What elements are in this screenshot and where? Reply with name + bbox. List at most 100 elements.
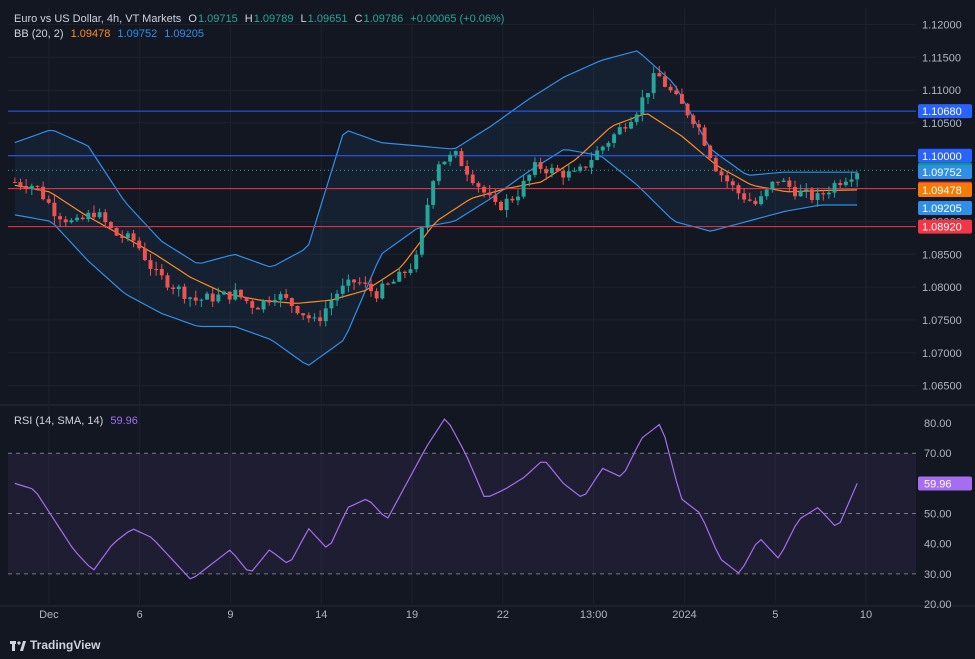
candle-body	[843, 181, 848, 186]
candle-body	[742, 193, 747, 200]
rsi-tick-label: 30.00	[924, 569, 952, 581]
rsi-tick-label: 80.00	[924, 418, 952, 430]
candle-body	[583, 166, 588, 168]
candle-body	[753, 200, 758, 205]
candle-body	[617, 127, 622, 135]
price-axis-badge-label: 1.09752	[922, 167, 962, 179]
candle-body	[685, 103, 690, 116]
candle-body	[188, 297, 193, 299]
candle-body	[114, 227, 119, 236]
candle-body	[849, 179, 854, 182]
candle-body	[238, 289, 243, 298]
candle-body	[725, 175, 730, 182]
tradingview-logo[interactable]: TradingView	[10, 638, 100, 652]
candle-body	[165, 275, 170, 288]
price-tick-label: 1.11500	[922, 52, 961, 64]
candle-body	[578, 166, 583, 171]
candle-body	[662, 76, 667, 87]
candle-body	[657, 73, 662, 77]
candle-body	[595, 150, 600, 160]
bb-basis-value: 1.09478	[70, 28, 111, 40]
candle-body	[476, 183, 481, 187]
candle-body	[176, 286, 181, 290]
candle-body	[352, 279, 357, 283]
time-tick-label: 22	[497, 609, 509, 621]
candle-body	[510, 198, 515, 201]
price-axis-badge	[918, 219, 972, 234]
candle-body	[640, 97, 645, 115]
candle-body	[244, 297, 249, 302]
candle-body	[555, 167, 560, 172]
candle-body	[12, 182, 17, 184]
candle-body	[561, 171, 566, 178]
time-tick-label: 13:00	[580, 609, 608, 621]
candle-body	[809, 189, 814, 200]
candle-body	[855, 173, 860, 180]
ohlc-low-key: L	[300, 13, 307, 25]
candle-body	[131, 233, 136, 241]
candle-body	[431, 181, 436, 205]
candle-body	[329, 300, 334, 309]
candle-body	[646, 93, 650, 98]
candle-body	[436, 164, 441, 182]
candle-body	[776, 181, 781, 183]
candle-body	[52, 202, 57, 217]
candle-body	[781, 180, 786, 182]
candle-body	[730, 181, 735, 186]
candle-body	[301, 313, 306, 316]
candle-body	[86, 212, 91, 220]
candle-body	[363, 282, 368, 284]
candle-body	[397, 271, 402, 282]
candle-body	[75, 217, 79, 221]
candle-body	[425, 204, 430, 228]
candle-body	[764, 189, 769, 197]
time-tick-label: 10	[860, 609, 872, 621]
candle-body	[493, 195, 498, 202]
candle-body	[793, 186, 797, 197]
ohlc-high-value: 1.09789	[253, 13, 294, 25]
candle-body	[216, 294, 221, 302]
time-tick-label: 2024	[672, 609, 696, 621]
candle-body	[120, 235, 125, 238]
time-tick-label: 19	[406, 609, 418, 621]
price-axis-badge-label: 1.08920	[922, 222, 962, 234]
candle-body	[612, 134, 617, 143]
candle-body	[679, 94, 684, 104]
candle-body	[159, 269, 164, 276]
candle-body	[589, 159, 594, 168]
candle-body	[306, 315, 311, 319]
candle-body	[91, 212, 96, 218]
tradingview-logo-icon	[10, 640, 26, 651]
candle-body	[442, 161, 447, 165]
candle-body	[323, 308, 328, 322]
candle-body	[770, 181, 775, 190]
candle-body	[499, 201, 503, 211]
candle-body	[408, 269, 413, 273]
price-tick-label: 1.07000	[922, 348, 962, 360]
candle-body	[142, 248, 147, 261]
rsi-tick-label: 20.00	[924, 599, 952, 611]
time-tick-label: 5	[772, 609, 778, 621]
bb-upper-value: 1.09752	[117, 28, 158, 40]
price-axis-badge	[918, 165, 972, 180]
candle-body	[821, 193, 826, 195]
bb-lower-value: 1.09205	[164, 28, 205, 40]
candle-body	[210, 293, 215, 302]
candle-body	[708, 145, 713, 158]
candle-body	[538, 162, 543, 169]
candle-body	[668, 86, 673, 91]
candle-body	[521, 180, 526, 197]
candle-body	[815, 193, 820, 200]
bb-upper-line	[14, 50, 858, 268]
rsi-value-badge	[918, 476, 972, 491]
bb-band-fill	[14, 50, 858, 366]
candle-body	[335, 293, 340, 301]
candle-body	[385, 283, 390, 285]
price-tick-label: 1.11000	[922, 85, 961, 97]
price-axis-badge-label: 1.09205	[922, 203, 962, 215]
candle-body	[515, 196, 520, 201]
candle-body	[35, 185, 40, 187]
ohlc-open-key: O	[188, 13, 197, 25]
